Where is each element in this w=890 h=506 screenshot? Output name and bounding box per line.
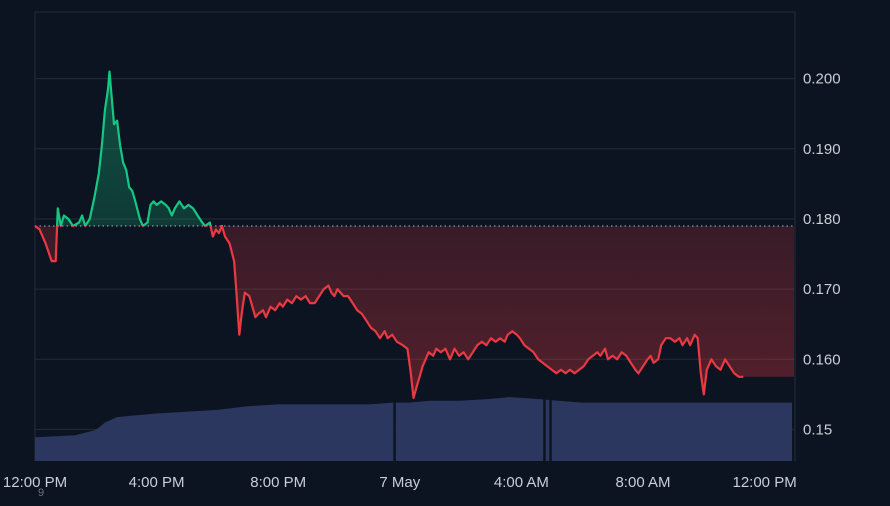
x-tick-label: 7 May xyxy=(379,474,420,491)
footer-mark: 9 xyxy=(38,487,44,499)
volume-gap xyxy=(393,393,396,461)
down-area-fill xyxy=(35,72,794,398)
y-tick-label: 0.170 xyxy=(803,281,841,298)
volume-gap xyxy=(543,393,546,461)
y-tick-label: 0.200 xyxy=(803,71,841,88)
area-layer xyxy=(35,72,794,398)
y-tick-label: 0.180 xyxy=(803,211,841,228)
x-tick-label: 4:00 AM xyxy=(494,474,549,491)
volume-gap xyxy=(549,393,552,461)
x-tick-label: 12:00 PM xyxy=(3,474,67,491)
y-tick-label: 0.15 xyxy=(803,421,832,438)
y-tick-label: 0.160 xyxy=(803,351,841,368)
x-tick-label: 8:00 AM xyxy=(615,474,670,491)
x-tick-label: 4:00 PM xyxy=(129,474,185,491)
volume-area xyxy=(35,397,792,461)
x-tick-label: 12:00 PM xyxy=(732,474,796,491)
volume-layer xyxy=(35,393,792,461)
x-tick-label: 8:00 PM xyxy=(250,474,306,491)
y-tick-label: 0.190 xyxy=(803,141,841,158)
